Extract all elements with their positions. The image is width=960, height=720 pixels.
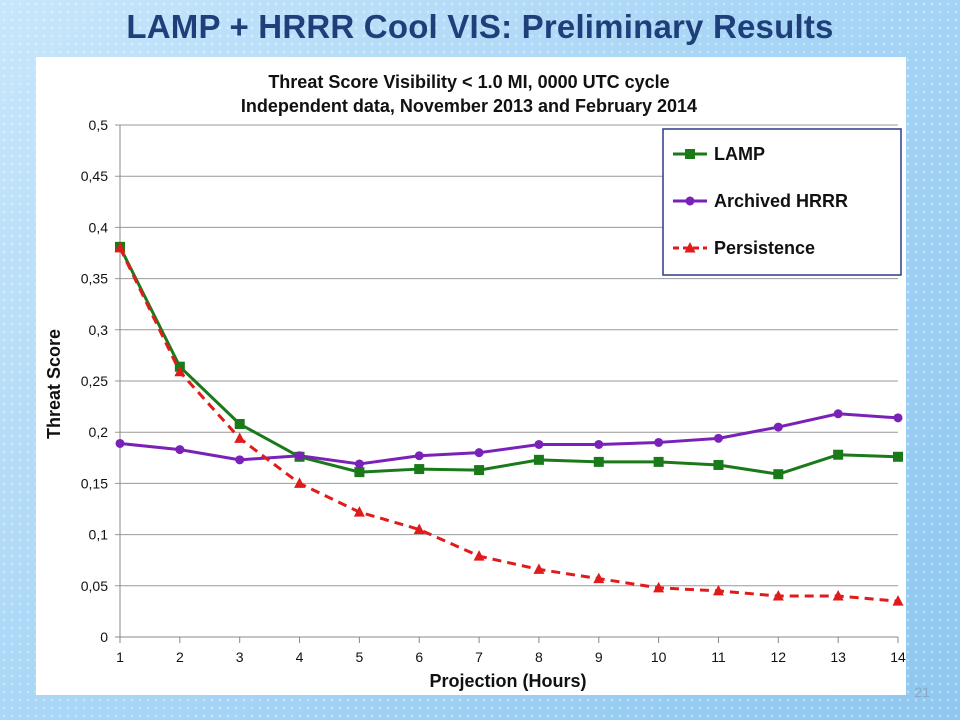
data-point-lamp (354, 467, 365, 478)
data-point-persistence (832, 590, 844, 601)
y-tick-label: 0,25 (81, 373, 108, 389)
data-point-persistence (712, 584, 724, 596)
x-tick-label: 9 (595, 649, 603, 665)
data-point-archived-hrrr (175, 445, 185, 455)
x-tick-label: 5 (355, 649, 363, 665)
legend-label-persistence: Persistence (714, 238, 815, 258)
data-point-archived-hrrr (534, 439, 544, 449)
y-tick-label: 0 (100, 629, 108, 645)
legend: LAMP Archived HRRR Persistence (662, 128, 902, 276)
data-point-archived-hrrr (594, 439, 604, 449)
x-axis-label: Projection (Hours) (429, 671, 586, 691)
x-tick-label: 10 (651, 649, 667, 665)
data-point-persistence (353, 506, 365, 517)
y-axis: 0 0,05 0,1 0,15 0,2 0,25 0,3 0,35 0,4 0,45 0,5 (81, 117, 121, 645)
x-tick-label: 13 (830, 649, 846, 665)
legend-marker-lamp (685, 149, 695, 159)
x-tick-label: 4 (296, 649, 304, 665)
data-point-persistence (234, 432, 246, 443)
data-point-archived-hrrr (414, 451, 424, 461)
slide-title: LAMP + HRRR Cool VIS: Preliminary Result… (126, 8, 834, 45)
y-axis-label: Threat Score (44, 329, 64, 439)
y-tick-label: 0,3 (89, 322, 109, 338)
y-tick-label: 0,35 (81, 271, 108, 287)
x-axis: 1 2 3 4 5 6 7 8 9 10 11 12 13 14 (116, 637, 906, 665)
data-point-persistence (772, 590, 784, 601)
data-point-archived-hrrr (235, 455, 245, 465)
data-point-archived-hrrr (893, 413, 903, 423)
data-point-lamp (234, 419, 245, 430)
data-point-persistence (473, 550, 485, 561)
data-point-lamp (773, 469, 784, 480)
series-line-persistence (118, 247, 899, 603)
series-group (114, 241, 904, 606)
data-point-lamp (593, 456, 604, 467)
data-point-lamp (533, 454, 544, 465)
data-point-persistence (892, 595, 904, 606)
threat-score-chart: Threat Score Visibility < 1.0 MI, 0000 U… (44, 72, 906, 691)
chart-title: Threat Score Visibility < 1.0 MI, 0000 U… (268, 72, 669, 92)
y-tick-label: 0,2 (89, 424, 109, 440)
x-tick-label: 14 (890, 649, 906, 665)
x-tick-label: 3 (236, 649, 244, 665)
legend-marker-persistence (684, 242, 696, 253)
data-point-lamp (653, 456, 664, 467)
data-point-archived-hrrr (474, 448, 484, 458)
x-tick-label: 6 (415, 649, 423, 665)
y-tick-label: 0,1 (89, 527, 109, 543)
x-tick-label: 7 (475, 649, 483, 665)
data-point-lamp (474, 465, 485, 476)
data-point-persistence (413, 523, 425, 534)
series-persistence (114, 241, 904, 606)
x-tick-label: 11 (711, 649, 726, 665)
series-archived-hrrr (115, 409, 903, 469)
x-tick-label: 12 (771, 649, 787, 665)
y-tick-label: 0,4 (89, 219, 109, 235)
data-point-archived-hrrr (654, 437, 664, 447)
slide-number: 21 (914, 684, 930, 700)
series-lamp (115, 241, 903, 480)
data-point-archived-hrrr (713, 433, 723, 443)
data-point-lamp (713, 459, 724, 470)
data-point-archived-hrrr (833, 409, 843, 419)
y-tick-label: 0,5 (89, 117, 109, 133)
x-tick-label: 1 (116, 649, 124, 665)
x-tick-label: 8 (535, 649, 543, 665)
data-point-archived-hrrr (295, 451, 305, 461)
data-point-persistence (294, 477, 306, 488)
data-point-archived-hrrr (354, 459, 364, 469)
y-tick-label: 0,15 (81, 475, 108, 491)
data-point-archived-hrrr (773, 422, 783, 432)
data-point-persistence (174, 365, 186, 377)
data-point-persistence (653, 581, 665, 593)
data-point-persistence (533, 563, 545, 574)
data-point-persistence (593, 572, 605, 584)
legend-label-archived-hrrr: Archived HRRR (714, 191, 848, 211)
y-tick-label: 0,05 (81, 578, 108, 594)
series-line-lamp (118, 246, 899, 476)
series-line-archived-hrrr (119, 412, 899, 466)
data-point-lamp (414, 464, 425, 475)
y-tick-label: 0,45 (81, 168, 108, 184)
legend-marker-archived-hrrr (685, 196, 695, 206)
data-point-archived-hrrr (115, 438, 125, 448)
chart-subtitle: Independent data, November 2013 and Febr… (241, 96, 697, 116)
data-point-lamp (833, 449, 844, 460)
data-point-lamp (893, 451, 903, 462)
data-point-persistence (114, 241, 126, 253)
chart-panel: Threat Score Visibility < 1.0 MI, 0000 U… (36, 57, 906, 695)
x-tick-label: 2 (176, 649, 184, 665)
legend-label-lamp: LAMP (714, 144, 765, 164)
